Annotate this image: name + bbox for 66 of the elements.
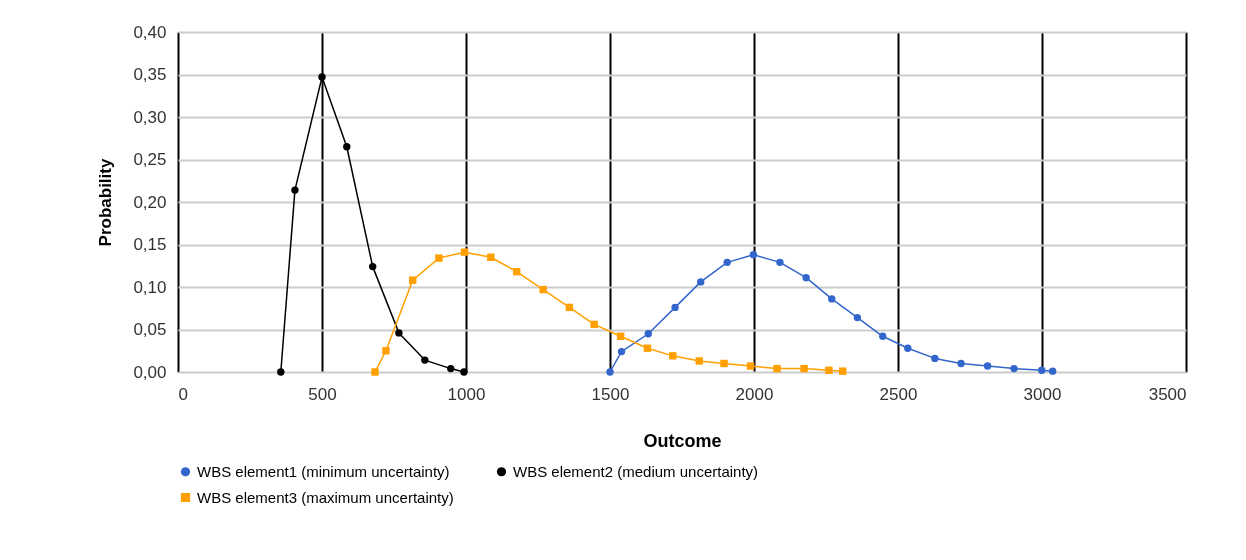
x-tick-label: 1000 xyxy=(447,384,486,404)
x-tick-label: 0 xyxy=(178,384,188,404)
point xyxy=(828,295,836,303)
legend-label: WBS element3 (maximum uncertainty) xyxy=(197,488,454,506)
point xyxy=(368,262,377,271)
point xyxy=(776,258,784,267)
x-axis-title: Outcome xyxy=(643,430,722,451)
point xyxy=(879,332,887,340)
point xyxy=(617,347,626,356)
legend-label: WBS element2 (medium uncertainty) xyxy=(513,462,759,480)
x-tick-label: 3000 xyxy=(1023,384,1062,404)
point xyxy=(1038,366,1046,374)
y-tick-label: 0,20 xyxy=(133,192,167,212)
point xyxy=(800,364,808,373)
point xyxy=(695,357,703,365)
y-tick-label: 0,35 xyxy=(133,65,167,84)
point xyxy=(720,359,728,368)
point xyxy=(957,359,965,368)
x-tick-label: 2000 xyxy=(735,384,774,404)
point xyxy=(435,254,443,262)
point xyxy=(1048,367,1057,375)
point xyxy=(723,258,731,267)
y-tick-label: 0,00 xyxy=(133,362,167,382)
point xyxy=(839,367,847,375)
y-tick-label: 0,30 xyxy=(133,107,167,127)
point xyxy=(697,278,705,286)
point xyxy=(853,313,862,322)
point xyxy=(644,330,653,338)
point xyxy=(447,364,455,373)
point xyxy=(1010,364,1018,373)
x-tick-label: 2500 xyxy=(879,384,918,404)
point xyxy=(318,73,326,81)
point xyxy=(931,354,939,363)
point xyxy=(773,364,781,373)
point xyxy=(802,273,810,282)
point xyxy=(409,276,417,284)
point xyxy=(983,362,992,370)
y-tick-label: 0,40 xyxy=(133,22,167,42)
point xyxy=(277,368,285,376)
point xyxy=(746,362,755,370)
y-tick-label: 0,15 xyxy=(133,235,167,254)
point xyxy=(291,186,299,194)
point xyxy=(643,344,652,352)
x-tick-label: 1500 xyxy=(591,384,630,404)
legend-label: WBS element1 (minimum uncertainty) xyxy=(197,462,450,480)
point xyxy=(382,347,390,355)
point xyxy=(669,352,677,360)
point xyxy=(606,368,614,376)
point xyxy=(460,248,469,256)
point xyxy=(371,368,379,376)
point xyxy=(904,344,912,352)
point xyxy=(395,329,403,337)
point xyxy=(421,356,429,364)
point xyxy=(460,368,468,376)
point xyxy=(539,285,547,294)
point xyxy=(343,143,351,151)
point xyxy=(671,303,679,312)
point xyxy=(749,251,758,259)
y-tick-label: 0,25 xyxy=(133,150,167,169)
y-tick-label: 0,05 xyxy=(133,320,167,339)
x-tick-label: 500 xyxy=(308,384,337,404)
x-tick-label: 3500 xyxy=(1148,384,1187,404)
point xyxy=(590,320,598,329)
point xyxy=(825,366,833,375)
y-axis-title: Probability xyxy=(96,158,116,247)
y-tick-label: 0,10 xyxy=(133,277,167,297)
